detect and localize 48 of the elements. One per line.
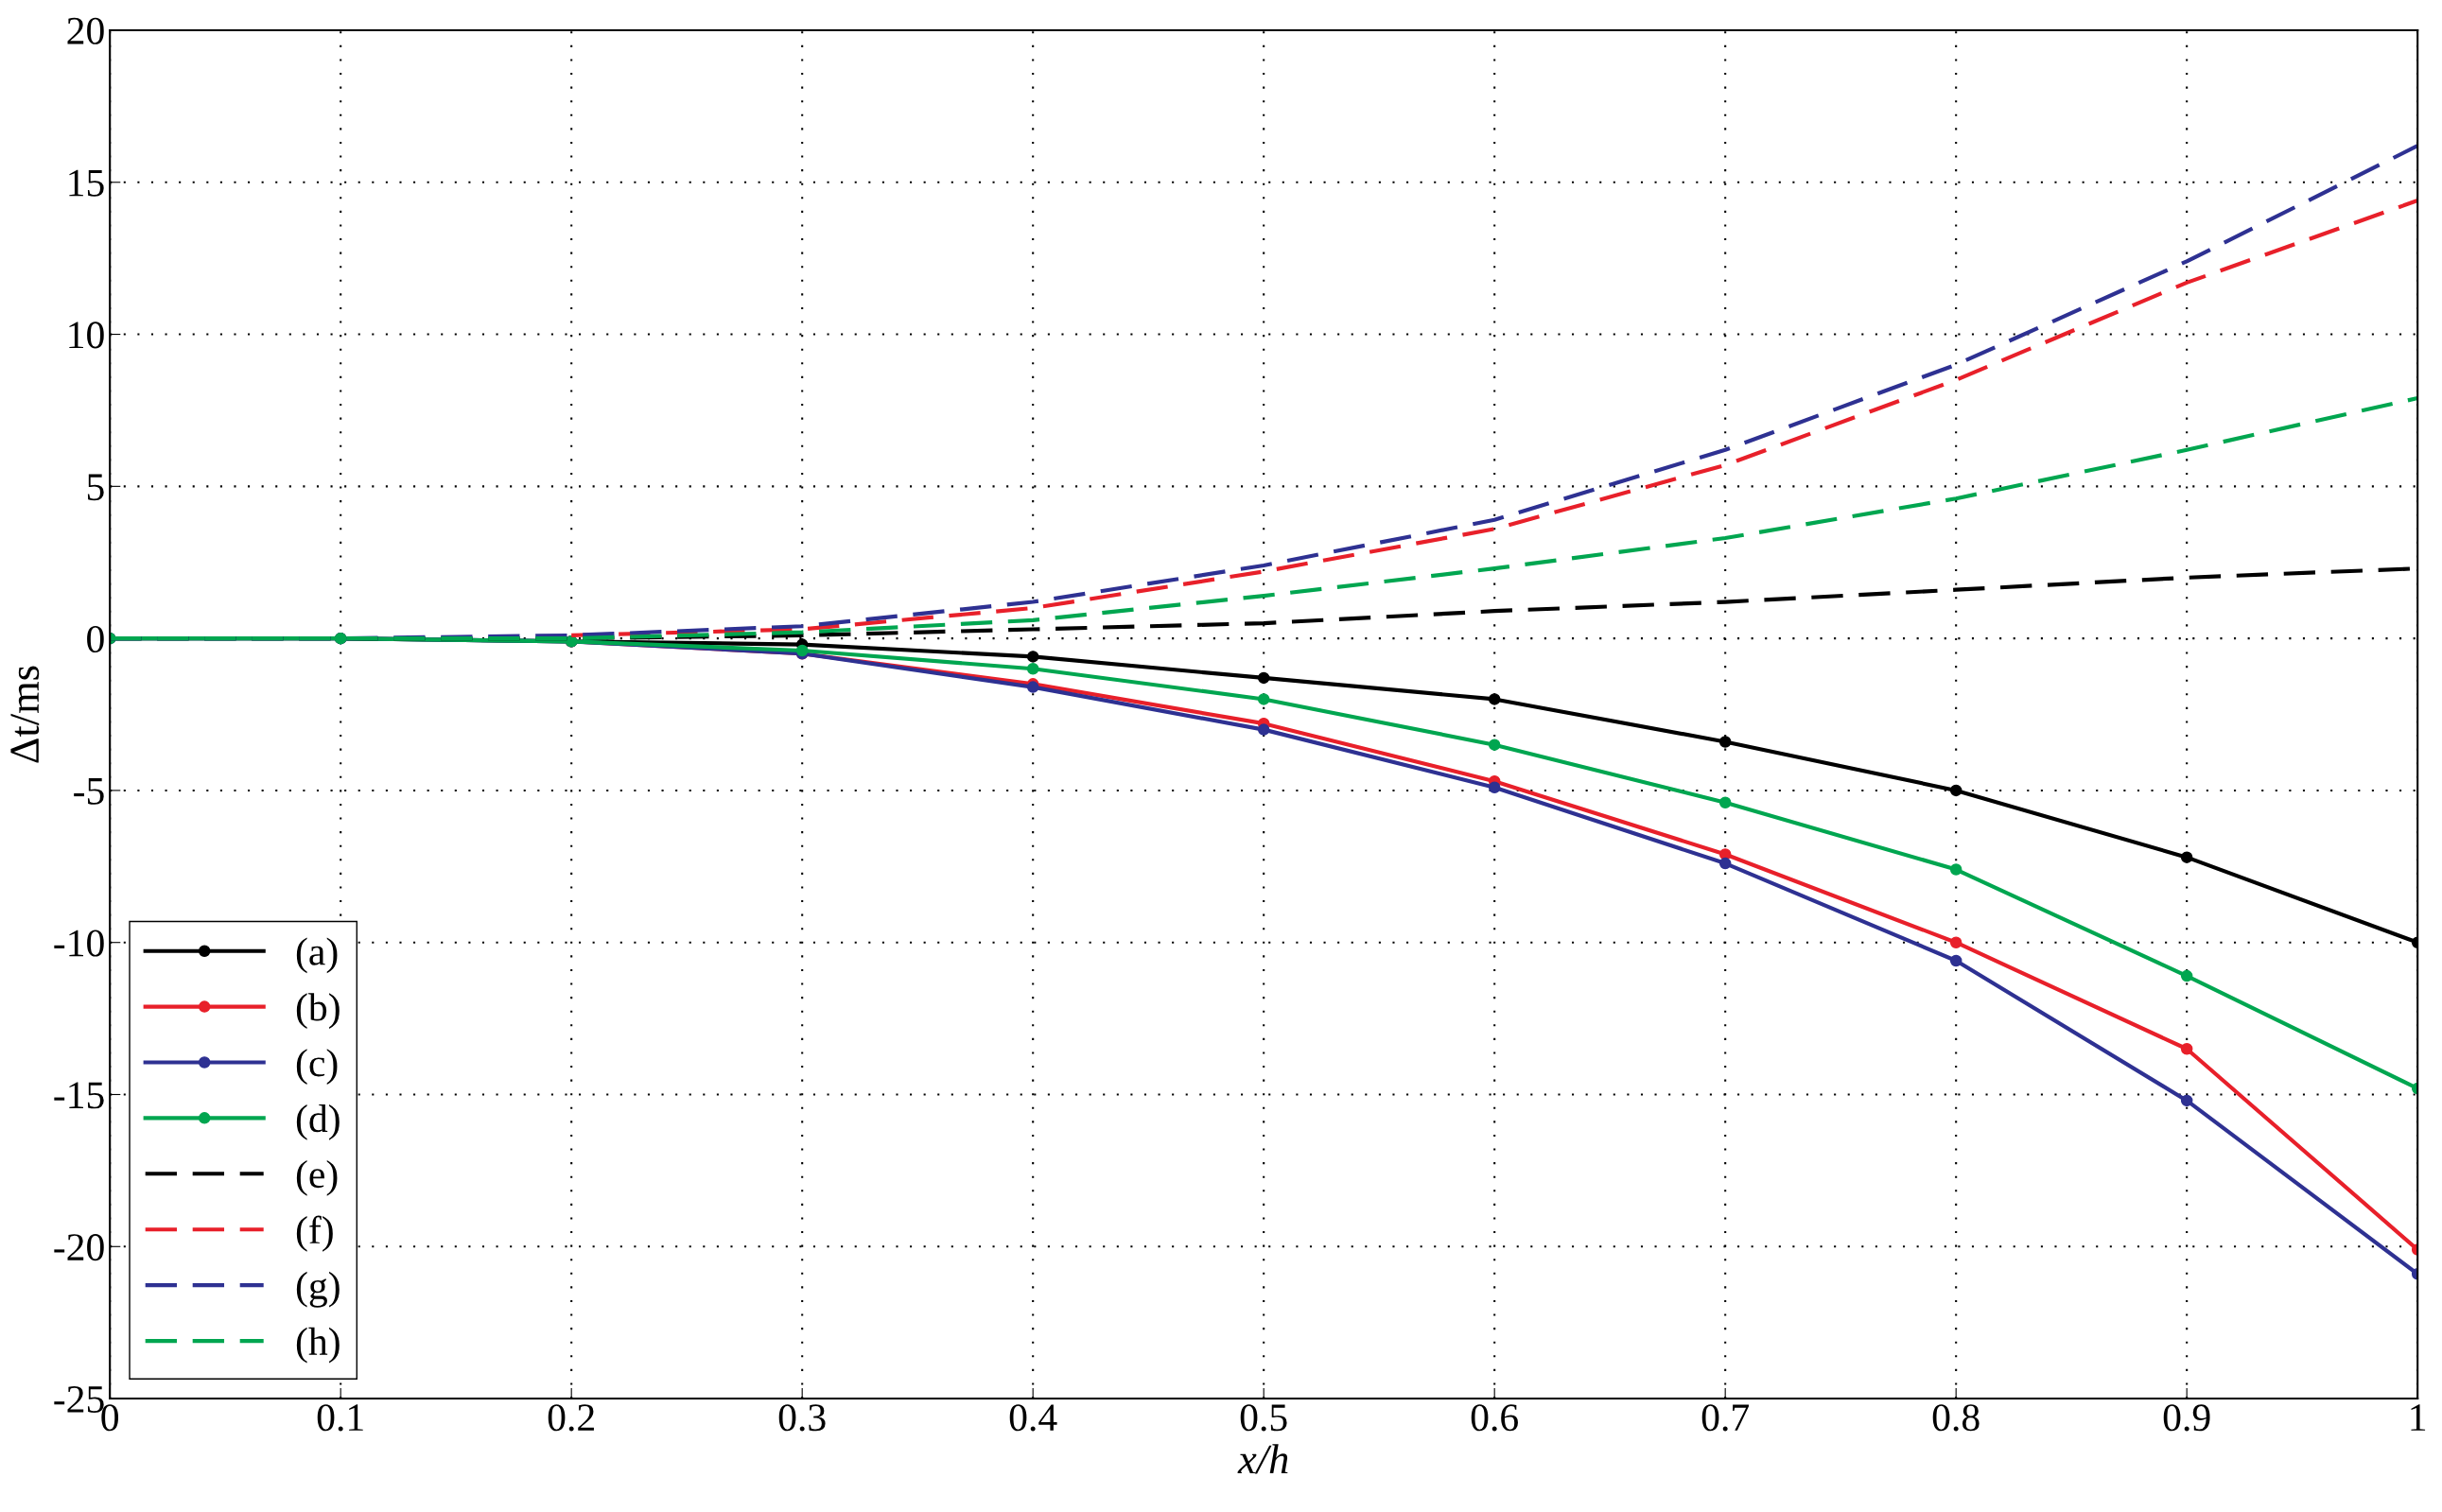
x-tick-label: 0.2 — [548, 1404, 594, 1432]
y-tick-label: -20 — [54, 1234, 104, 1261]
y-tick-label: 20 — [67, 17, 104, 44]
legend-label: (d) — [296, 1104, 340, 1140]
y-tick-label: 15 — [69, 169, 104, 197]
point — [1718, 736, 1732, 748]
point — [2180, 851, 2193, 863]
y-tick-label: 5 — [87, 474, 104, 501]
x-tick-label: 0.9 — [2163, 1404, 2210, 1432]
x-tick-label: 0.3 — [778, 1404, 826, 1432]
x-tick-label: 1 — [2411, 1404, 2426, 1431]
point — [1488, 781, 1501, 793]
x-tick-label: 0.4 — [1009, 1404, 1057, 1432]
legend-label: (g) — [296, 1271, 340, 1308]
point — [1488, 693, 1501, 705]
point — [1488, 739, 1501, 751]
point — [1949, 863, 1962, 876]
x-tick-label: 0.1 — [317, 1404, 363, 1432]
x-tick-label: 0.5 — [1240, 1404, 1287, 1432]
point — [1026, 663, 1039, 675]
legend-label: (b) — [296, 993, 340, 1030]
point — [1257, 723, 1270, 736]
x-tick-label: 0.6 — [1471, 1404, 1518, 1432]
y-tick-label: -5 — [74, 778, 104, 805]
point — [1718, 857, 1732, 870]
point — [1718, 796, 1732, 809]
legend-label: (c) — [296, 1049, 338, 1085]
legend-label: (h) — [296, 1327, 340, 1364]
y-axis-title: Δt/ms — [10, 666, 40, 763]
point — [1949, 954, 1962, 967]
legend-label: (a) — [296, 937, 338, 974]
point — [1949, 784, 1962, 797]
x-tick-label: 0.7 — [1701, 1404, 1750, 1432]
legend-label: (e) — [296, 1159, 338, 1196]
y-tick-label: -15 — [54, 1082, 104, 1109]
y-tick-label: -10 — [54, 930, 104, 957]
y-tick-label: 10 — [69, 322, 104, 349]
point — [2180, 1094, 2193, 1107]
x-tick-label: 0.8 — [1932, 1404, 1980, 1432]
point — [2180, 1043, 2193, 1055]
point — [1257, 693, 1270, 705]
point — [2180, 969, 2193, 982]
point — [1026, 651, 1039, 663]
point — [1949, 936, 1962, 948]
point — [1257, 671, 1270, 685]
y-tick-label: 0 — [87, 625, 104, 652]
legend-label: (f) — [296, 1215, 333, 1252]
x-axis-title: x/h — [1237, 1444, 1288, 1474]
